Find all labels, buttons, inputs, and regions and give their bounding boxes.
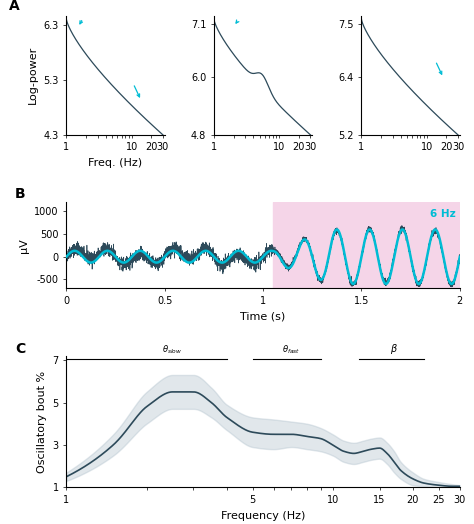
Text: A: A <box>9 0 20 13</box>
X-axis label: Time (s): Time (s) <box>240 312 286 322</box>
Y-axis label: μV: μV <box>18 238 28 253</box>
Y-axis label: Log-power: Log-power <box>28 46 38 104</box>
Y-axis label: Oscillatory bout %: Oscillatory bout % <box>37 370 47 473</box>
Text: $\beta$: $\beta$ <box>390 342 398 356</box>
Text: $\theta_{slow}$: $\theta_{slow}$ <box>162 343 182 356</box>
Bar <box>273 202 464 289</box>
Text: C: C <box>15 342 26 356</box>
Text: $\theta_{fast}$: $\theta_{fast}$ <box>283 343 301 356</box>
Text: B: B <box>15 187 26 201</box>
Text: 6 Hz: 6 Hz <box>430 209 456 219</box>
X-axis label: Frequency (Hz): Frequency (Hz) <box>221 510 305 520</box>
X-axis label: Freq. (Hz): Freq. (Hz) <box>89 158 143 168</box>
